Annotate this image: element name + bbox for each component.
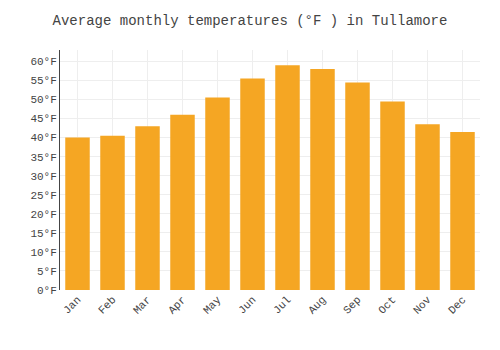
svg-text:0°F: 0°F xyxy=(37,285,57,297)
svg-text:Dec: Dec xyxy=(446,294,468,316)
svg-text:Nov: Nov xyxy=(411,294,434,317)
svg-text:5°F: 5°F xyxy=(37,266,57,278)
svg-text:Mar: Mar xyxy=(131,294,153,316)
svg-text:Oct: Oct xyxy=(376,294,398,316)
svg-text:25°F: 25°F xyxy=(30,190,56,202)
svg-text:Feb: Feb xyxy=(96,294,118,316)
svg-text:Sep: Sep xyxy=(341,294,363,316)
svg-text:15°F: 15°F xyxy=(30,228,56,240)
svg-text:45°F: 45°F xyxy=(30,113,56,125)
svg-text:Jul: Jul xyxy=(271,294,293,316)
svg-text:50°F: 50°F xyxy=(30,94,56,106)
svg-text:30°F: 30°F xyxy=(30,171,56,183)
svg-text:Jun: Jun xyxy=(236,294,258,316)
svg-text:35°F: 35°F xyxy=(30,152,56,164)
svg-text:60°F: 60°F xyxy=(30,56,56,68)
svg-text:55°F: 55°F xyxy=(30,75,56,87)
svg-text:20°F: 20°F xyxy=(30,209,56,221)
svg-text:10°F: 10°F xyxy=(30,247,56,259)
svg-text:Aug: Aug xyxy=(306,294,328,316)
svg-text:May: May xyxy=(201,294,224,317)
svg-text:40°F: 40°F xyxy=(30,132,56,144)
svg-text:Apr: Apr xyxy=(166,294,188,316)
svg-text:Average monthly temperatures (: Average monthly temperatures (°F ) in Tu… xyxy=(53,13,448,29)
svg-text:Jan: Jan xyxy=(61,294,83,316)
